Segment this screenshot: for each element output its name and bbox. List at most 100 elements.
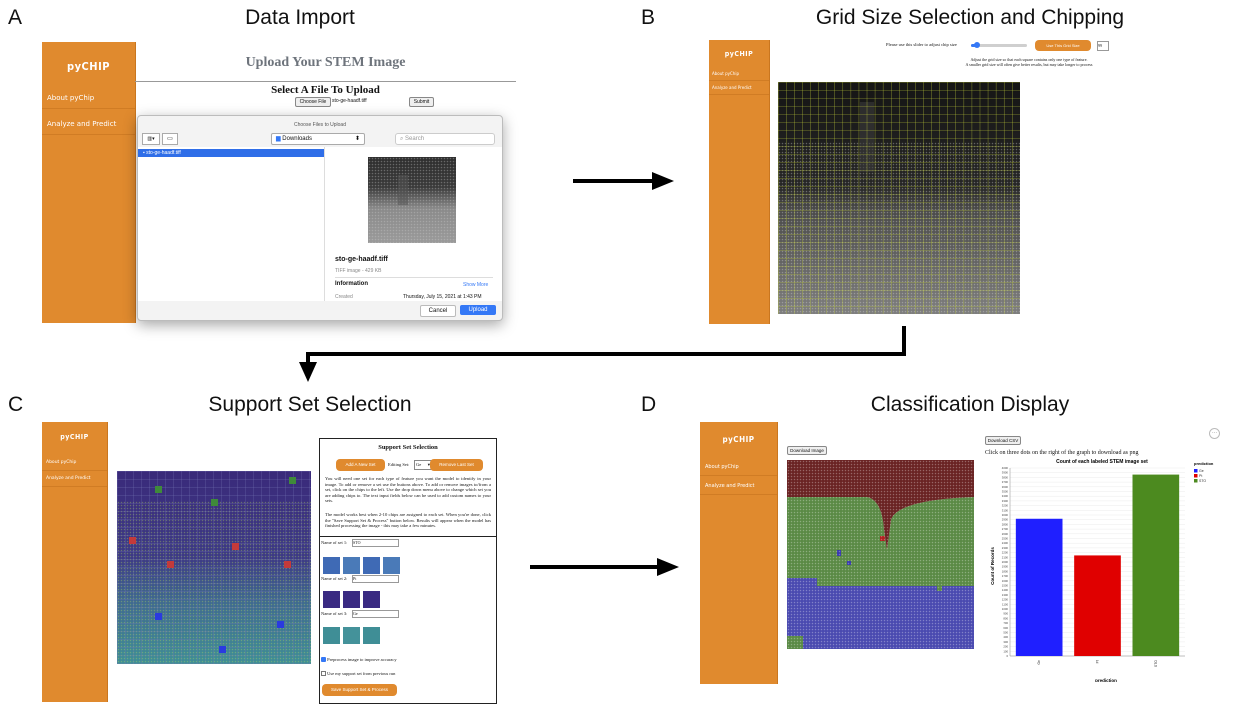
new-folder-button[interactable]: ▭ xyxy=(162,133,178,145)
use-grid-size-button[interactable]: Use This Grid Size xyxy=(1035,40,1091,51)
legend-swatch xyxy=(1194,469,1198,473)
y-tick-label: 2100 xyxy=(1002,555,1009,559)
chip-size-slider[interactable] xyxy=(971,42,1027,48)
brand-logo: pyCHIP xyxy=(724,50,754,58)
y-tick-label: 600 xyxy=(1003,626,1008,630)
set2-chip[interactable] xyxy=(343,591,360,608)
updown-icon: ⬍ xyxy=(354,136,360,142)
bar-sto[interactable] xyxy=(1132,474,1180,656)
set1-label: Name of set 1: xyxy=(321,540,348,545)
grid-size-input[interactable]: 99 xyxy=(1097,41,1109,51)
save-process-button[interactable]: Save Support Set & Process xyxy=(322,684,397,696)
selected-chip[interactable] xyxy=(167,561,174,568)
panel-b-letter: B xyxy=(641,6,656,29)
slider-thumb[interactable] xyxy=(973,42,980,48)
y-tick-label: 2800 xyxy=(1002,522,1009,526)
search-icon: ⌕ xyxy=(400,136,404,142)
gridded-stem-image[interactable] xyxy=(778,82,1020,314)
more-options-icon[interactable]: ··· xyxy=(1209,428,1220,439)
nav-analyze[interactable]: Analyze and Predict xyxy=(42,472,107,487)
dialog-title: Choose Files to Upload xyxy=(294,122,346,128)
submit-button[interactable]: Submit xyxy=(409,97,434,107)
nav-analyze[interactable]: Analyze and Predict xyxy=(709,82,769,95)
preprocess-option[interactable]: Preprocess image to improve accuracy xyxy=(321,657,397,663)
y-tick-label: 3800 xyxy=(1002,475,1009,479)
y-tick-label: 1100 xyxy=(1002,602,1008,606)
set2-chip[interactable] xyxy=(323,591,340,608)
selected-chip[interactable] xyxy=(289,477,296,484)
nav-about[interactable]: About pyChip xyxy=(42,456,107,471)
grid-hint-1: Adjust the grid size so that each square… xyxy=(970,57,1088,62)
download-csv-button[interactable]: Download CSV xyxy=(985,436,1021,445)
nav-analyze[interactable]: Analyze and Predict xyxy=(42,114,135,135)
set3-name-input[interactable]: Ge xyxy=(352,610,399,618)
upload-header: Upload Your STEM Image xyxy=(135,42,516,82)
y-tick-label: 1400 xyxy=(1002,588,1009,592)
download-image-button[interactable]: Download Image xyxy=(787,446,827,455)
view-toggle[interactable]: ▥▾ xyxy=(142,133,160,145)
panel-c-screenshot: pyCHIP About pyChip Analyze and Predict xyxy=(42,422,502,704)
nav-about[interactable]: About pyChip xyxy=(709,68,769,81)
bar-pt[interactable] xyxy=(1074,555,1121,656)
y-tick-label: 1900 xyxy=(1002,565,1009,569)
grid-hint-2: A smaller grid size will often give bett… xyxy=(965,62,1093,67)
y-tick-label: 3600 xyxy=(1002,485,1009,489)
upload-button[interactable]: Upload xyxy=(460,305,496,315)
set3-chip[interactable] xyxy=(323,627,340,644)
selected-chip[interactable] xyxy=(211,499,218,506)
file-icon: ▪ xyxy=(143,150,145,156)
y-tick-label: 2900 xyxy=(1002,518,1009,522)
y-tick-label: 800 xyxy=(1003,616,1008,620)
use-previous-checkbox[interactable] xyxy=(321,671,326,677)
nav-analyze[interactable]: Analyze and Predict xyxy=(700,479,777,495)
nav-about[interactable]: About pyChip xyxy=(700,460,777,476)
y-tick-label: 1200 xyxy=(1002,598,1009,602)
divider xyxy=(320,536,496,537)
legend-title: prediction xyxy=(1194,461,1214,466)
set1-chip[interactable] xyxy=(343,557,360,574)
selected-chip[interactable] xyxy=(155,486,162,493)
y-tick-label: 2500 xyxy=(1002,537,1009,541)
set1-name-input[interactable]: STO xyxy=(352,539,399,547)
show-more-link[interactable]: Show More xyxy=(463,282,489,288)
chosen-file-name: sto-ge-haadf.tiff xyxy=(332,98,367,104)
selected-chip[interactable] xyxy=(219,646,226,653)
search-placeholder: Search xyxy=(405,136,425,142)
selected-chip[interactable] xyxy=(277,621,284,628)
cancel-button[interactable]: Cancel xyxy=(420,305,456,317)
selected-chip[interactable] xyxy=(284,561,291,568)
brand-logo: pyCHIP xyxy=(66,60,110,73)
set3-label: Name of set 3: xyxy=(321,611,348,616)
arrow-b-to-c xyxy=(299,326,906,382)
info-heading: Information xyxy=(335,281,368,287)
set3-chip[interactable] xyxy=(363,627,380,644)
remove-set-button[interactable]: Remove Last Set xyxy=(430,459,483,471)
y-tick-label: 1800 xyxy=(1002,569,1009,573)
selected-chip[interactable] xyxy=(155,613,162,620)
search-field[interactable]: ⌕ Search xyxy=(395,133,495,145)
selected-chip[interactable] xyxy=(232,543,239,550)
sidebar: pyCHIP About pyChip Analyze and Predict xyxy=(42,422,108,702)
chip-grid-image[interactable] xyxy=(117,471,311,664)
y-tick-label: 2400 xyxy=(1002,541,1009,545)
file-row-selected[interactable]: ▪ sto-ge-haadf.tiff xyxy=(138,149,324,157)
choose-file-button[interactable]: Choose File xyxy=(295,97,331,107)
chart-y-ticks: 0100200300400500600700800900100011001200… xyxy=(1002,466,1009,658)
use-previous-option[interactable]: Use my support set from previous run xyxy=(321,671,395,677)
y-tick-label: 2000 xyxy=(1002,560,1009,564)
preprocess-checkbox[interactable] xyxy=(321,657,326,663)
set2-chip[interactable] xyxy=(363,591,380,608)
set1-chip[interactable] xyxy=(383,557,400,574)
location-select[interactable]: ▆ Downloads ⬍ xyxy=(271,133,365,145)
add-set-button[interactable]: Add A New Set xyxy=(336,459,385,471)
selected-chip[interactable] xyxy=(129,537,136,544)
set1-chip[interactable] xyxy=(363,557,380,574)
preview-filename: sto-ge-haadf.tiff xyxy=(335,256,388,263)
y-tick-label: 900 xyxy=(1003,612,1008,616)
set2-name-input[interactable]: Pt xyxy=(352,575,399,583)
set1-chip[interactable] xyxy=(323,557,340,574)
nav-about[interactable]: About pyChip xyxy=(42,88,135,109)
set3-chip[interactable] xyxy=(343,627,360,644)
bar-ge[interactable] xyxy=(1015,518,1063,656)
y-tick-label: 1300 xyxy=(1002,593,1009,597)
